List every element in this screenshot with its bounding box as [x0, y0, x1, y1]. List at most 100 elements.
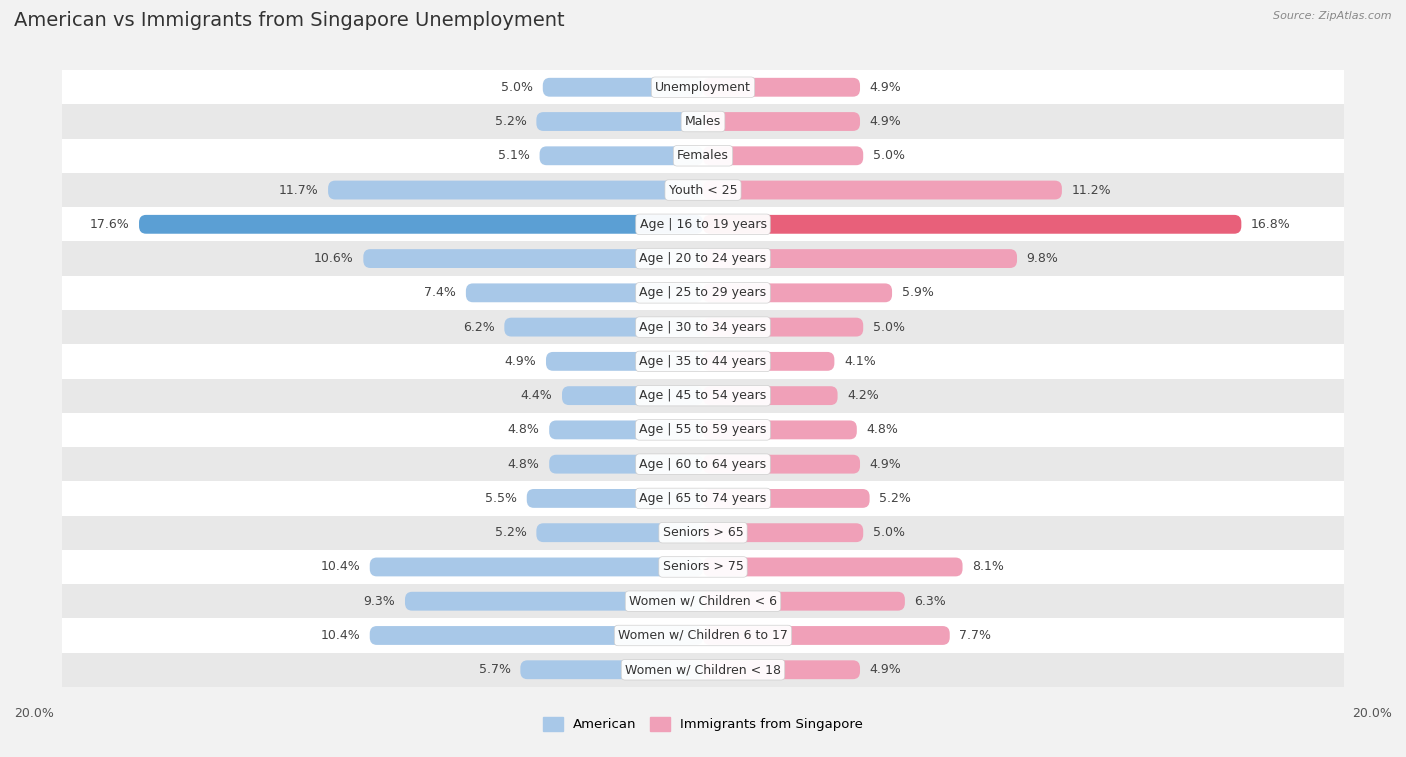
Text: 5.1%: 5.1%	[498, 149, 530, 162]
FancyBboxPatch shape	[62, 516, 1344, 550]
FancyBboxPatch shape	[550, 455, 703, 474]
FancyBboxPatch shape	[62, 550, 1344, 584]
Legend: American, Immigrants from Singapore: American, Immigrants from Singapore	[537, 712, 869, 737]
Text: 5.0%: 5.0%	[873, 321, 905, 334]
FancyBboxPatch shape	[62, 378, 1344, 413]
Text: 4.9%: 4.9%	[870, 81, 901, 94]
Text: Age | 55 to 59 years: Age | 55 to 59 years	[640, 423, 766, 436]
FancyBboxPatch shape	[703, 181, 1062, 200]
Text: Unemployment: Unemployment	[655, 81, 751, 94]
Text: Women w/ Children 6 to 17: Women w/ Children 6 to 17	[619, 629, 787, 642]
Text: 16.8%: 16.8%	[1251, 218, 1291, 231]
Text: Age | 45 to 54 years: Age | 45 to 54 years	[640, 389, 766, 402]
FancyBboxPatch shape	[62, 618, 1344, 653]
Text: 4.9%: 4.9%	[505, 355, 536, 368]
Text: Age | 25 to 29 years: Age | 25 to 29 years	[640, 286, 766, 299]
Text: Seniors > 75: Seniors > 75	[662, 560, 744, 574]
FancyBboxPatch shape	[562, 386, 703, 405]
FancyBboxPatch shape	[62, 70, 1344, 104]
Text: 6.2%: 6.2%	[463, 321, 495, 334]
Text: 10.6%: 10.6%	[314, 252, 354, 265]
Text: Source: ZipAtlas.com: Source: ZipAtlas.com	[1274, 11, 1392, 21]
Text: 4.2%: 4.2%	[848, 389, 879, 402]
FancyBboxPatch shape	[62, 310, 1344, 344]
Text: Females: Females	[678, 149, 728, 162]
Text: 4.8%: 4.8%	[866, 423, 898, 436]
FancyBboxPatch shape	[703, 455, 860, 474]
FancyBboxPatch shape	[62, 344, 1344, 378]
Text: 5.0%: 5.0%	[501, 81, 533, 94]
FancyBboxPatch shape	[62, 241, 1344, 276]
FancyBboxPatch shape	[62, 104, 1344, 139]
Text: 11.2%: 11.2%	[1071, 183, 1111, 197]
FancyBboxPatch shape	[703, 386, 838, 405]
Text: 4.8%: 4.8%	[508, 423, 540, 436]
Text: 4.8%: 4.8%	[508, 458, 540, 471]
FancyBboxPatch shape	[62, 173, 1344, 207]
FancyBboxPatch shape	[546, 352, 703, 371]
Text: 20.0%: 20.0%	[14, 708, 53, 721]
Text: Age | 16 to 19 years: Age | 16 to 19 years	[640, 218, 766, 231]
FancyBboxPatch shape	[405, 592, 703, 611]
FancyBboxPatch shape	[703, 283, 891, 302]
FancyBboxPatch shape	[363, 249, 703, 268]
Text: Youth < 25: Youth < 25	[669, 183, 737, 197]
Text: 5.0%: 5.0%	[873, 526, 905, 539]
Text: 9.8%: 9.8%	[1026, 252, 1059, 265]
Text: Age | 60 to 64 years: Age | 60 to 64 years	[640, 458, 766, 471]
Text: 11.7%: 11.7%	[278, 183, 319, 197]
FancyBboxPatch shape	[703, 420, 856, 439]
FancyBboxPatch shape	[465, 283, 703, 302]
Text: 9.3%: 9.3%	[364, 595, 395, 608]
FancyBboxPatch shape	[139, 215, 703, 234]
Text: Age | 20 to 24 years: Age | 20 to 24 years	[640, 252, 766, 265]
FancyBboxPatch shape	[703, 146, 863, 165]
FancyBboxPatch shape	[62, 653, 1344, 687]
FancyBboxPatch shape	[703, 592, 905, 611]
Text: 5.0%: 5.0%	[873, 149, 905, 162]
Text: 6.3%: 6.3%	[914, 595, 946, 608]
Text: Age | 30 to 34 years: Age | 30 to 34 years	[640, 321, 766, 334]
Text: Age | 35 to 44 years: Age | 35 to 44 years	[640, 355, 766, 368]
Text: Age | 65 to 74 years: Age | 65 to 74 years	[640, 492, 766, 505]
FancyBboxPatch shape	[328, 181, 703, 200]
FancyBboxPatch shape	[543, 78, 703, 97]
Text: Women w/ Children < 6: Women w/ Children < 6	[628, 595, 778, 608]
FancyBboxPatch shape	[62, 447, 1344, 481]
FancyBboxPatch shape	[703, 626, 949, 645]
FancyBboxPatch shape	[703, 215, 1241, 234]
FancyBboxPatch shape	[703, 352, 834, 371]
Text: 10.4%: 10.4%	[321, 560, 360, 574]
Text: 10.4%: 10.4%	[321, 629, 360, 642]
FancyBboxPatch shape	[703, 249, 1017, 268]
FancyBboxPatch shape	[62, 413, 1344, 447]
FancyBboxPatch shape	[536, 112, 703, 131]
FancyBboxPatch shape	[536, 523, 703, 542]
FancyBboxPatch shape	[505, 318, 703, 337]
Text: 5.5%: 5.5%	[485, 492, 517, 505]
Text: 5.2%: 5.2%	[879, 492, 911, 505]
FancyBboxPatch shape	[703, 318, 863, 337]
FancyBboxPatch shape	[540, 146, 703, 165]
FancyBboxPatch shape	[527, 489, 703, 508]
FancyBboxPatch shape	[520, 660, 703, 679]
FancyBboxPatch shape	[703, 557, 963, 576]
FancyBboxPatch shape	[370, 626, 703, 645]
Text: Women w/ Children < 18: Women w/ Children < 18	[626, 663, 780, 676]
Text: 5.7%: 5.7%	[478, 663, 510, 676]
Text: 5.2%: 5.2%	[495, 115, 527, 128]
FancyBboxPatch shape	[703, 523, 863, 542]
Text: 7.4%: 7.4%	[425, 286, 457, 299]
Text: 20.0%: 20.0%	[1353, 708, 1392, 721]
FancyBboxPatch shape	[370, 557, 703, 576]
FancyBboxPatch shape	[62, 139, 1344, 173]
Text: 7.7%: 7.7%	[959, 629, 991, 642]
Text: 4.9%: 4.9%	[870, 115, 901, 128]
FancyBboxPatch shape	[703, 78, 860, 97]
Text: Males: Males	[685, 115, 721, 128]
Text: 5.9%: 5.9%	[901, 286, 934, 299]
FancyBboxPatch shape	[62, 481, 1344, 516]
Text: 4.9%: 4.9%	[870, 458, 901, 471]
Text: American vs Immigrants from Singapore Unemployment: American vs Immigrants from Singapore Un…	[14, 11, 565, 30]
Text: 4.4%: 4.4%	[520, 389, 553, 402]
